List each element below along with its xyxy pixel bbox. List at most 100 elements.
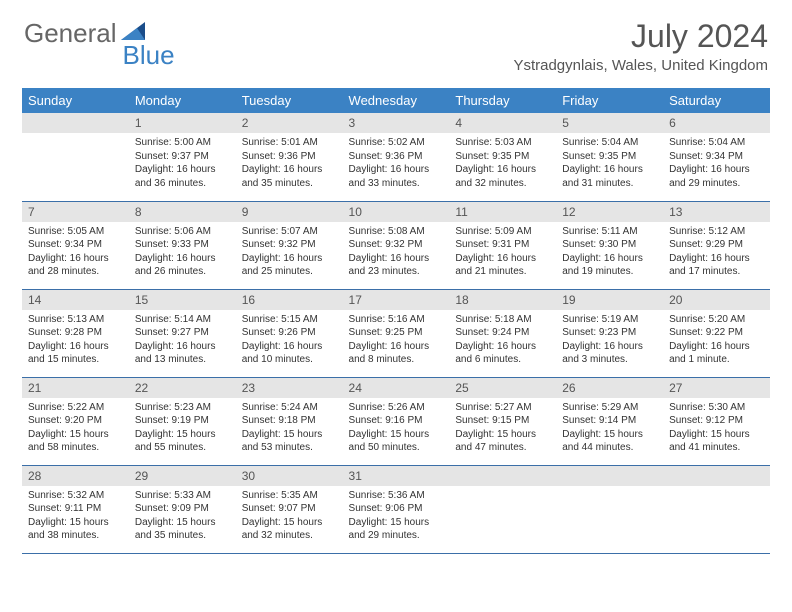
- day-number: 15: [129, 290, 236, 310]
- day-number: 1: [129, 113, 236, 133]
- calendar-row: 14Sunrise: 5:13 AMSunset: 9:28 PMDayligh…: [22, 289, 770, 377]
- day-details: Sunrise: 5:05 AMSunset: 9:34 PMDaylight:…: [22, 222, 129, 284]
- calendar-cell: 20Sunrise: 5:20 AMSunset: 9:22 PMDayligh…: [663, 289, 770, 377]
- day-number: [556, 466, 663, 486]
- calendar-cell: 21Sunrise: 5:22 AMSunset: 9:20 PMDayligh…: [22, 377, 129, 465]
- calendar-cell: [22, 113, 129, 201]
- day-details: Sunrise: 5:33 AMSunset: 9:09 PMDaylight:…: [129, 486, 236, 548]
- weekday-header: Monday: [129, 88, 236, 113]
- day-number: 8: [129, 202, 236, 222]
- day-number: 6: [663, 113, 770, 133]
- day-number: 22: [129, 378, 236, 398]
- calendar-cell: 29Sunrise: 5:33 AMSunset: 9:09 PMDayligh…: [129, 465, 236, 553]
- calendar-cell: 1Sunrise: 5:00 AMSunset: 9:37 PMDaylight…: [129, 113, 236, 201]
- day-details: Sunrise: 5:26 AMSunset: 9:16 PMDaylight:…: [343, 398, 450, 460]
- day-details: Sunrise: 5:00 AMSunset: 9:37 PMDaylight:…: [129, 133, 236, 195]
- calendar-cell: 22Sunrise: 5:23 AMSunset: 9:19 PMDayligh…: [129, 377, 236, 465]
- day-details: Sunrise: 5:19 AMSunset: 9:23 PMDaylight:…: [556, 310, 663, 372]
- day-number: 19: [556, 290, 663, 310]
- calendar-cell: 15Sunrise: 5:14 AMSunset: 9:27 PMDayligh…: [129, 289, 236, 377]
- calendar-cell: 31Sunrise: 5:36 AMSunset: 9:06 PMDayligh…: [343, 465, 450, 553]
- day-number: 2: [236, 113, 343, 133]
- calendar-row: 28Sunrise: 5:32 AMSunset: 9:11 PMDayligh…: [22, 465, 770, 553]
- day-details: Sunrise: 5:09 AMSunset: 9:31 PMDaylight:…: [449, 222, 556, 284]
- logo-text-blue: Blue: [123, 40, 175, 71]
- weekday-header: Friday: [556, 88, 663, 113]
- calendar-cell: 28Sunrise: 5:32 AMSunset: 9:11 PMDayligh…: [22, 465, 129, 553]
- logo-text-general: General: [24, 18, 117, 49]
- calendar-cell: 23Sunrise: 5:24 AMSunset: 9:18 PMDayligh…: [236, 377, 343, 465]
- weekday-header: Wednesday: [343, 88, 450, 113]
- calendar-cell: 10Sunrise: 5:08 AMSunset: 9:32 PMDayligh…: [343, 201, 450, 289]
- calendar-cell: 30Sunrise: 5:35 AMSunset: 9:07 PMDayligh…: [236, 465, 343, 553]
- day-details: Sunrise: 5:23 AMSunset: 9:19 PMDaylight:…: [129, 398, 236, 460]
- day-details: Sunrise: 5:04 AMSunset: 9:35 PMDaylight:…: [556, 133, 663, 195]
- day-details: Sunrise: 5:12 AMSunset: 9:29 PMDaylight:…: [663, 222, 770, 284]
- calendar-cell: 8Sunrise: 5:06 AMSunset: 9:33 PMDaylight…: [129, 201, 236, 289]
- calendar-cell: 13Sunrise: 5:12 AMSunset: 9:29 PMDayligh…: [663, 201, 770, 289]
- day-number: 30: [236, 466, 343, 486]
- day-details: Sunrise: 5:06 AMSunset: 9:33 PMDaylight:…: [129, 222, 236, 284]
- day-number: 25: [449, 378, 556, 398]
- weekday-header: Sunday: [22, 88, 129, 113]
- day-details: Sunrise: 5:36 AMSunset: 9:06 PMDaylight:…: [343, 486, 450, 548]
- day-number: 24: [343, 378, 450, 398]
- calendar-cell: 11Sunrise: 5:09 AMSunset: 9:31 PMDayligh…: [449, 201, 556, 289]
- calendar-cell: 9Sunrise: 5:07 AMSunset: 9:32 PMDaylight…: [236, 201, 343, 289]
- day-number: 29: [129, 466, 236, 486]
- day-number: [663, 466, 770, 486]
- day-details: Sunrise: 5:24 AMSunset: 9:18 PMDaylight:…: [236, 398, 343, 460]
- day-number: [22, 113, 129, 133]
- day-details: Sunrise: 5:13 AMSunset: 9:28 PMDaylight:…: [22, 310, 129, 372]
- weekday-header: Saturday: [663, 88, 770, 113]
- day-details: Sunrise: 5:04 AMSunset: 9:34 PMDaylight:…: [663, 133, 770, 195]
- day-details: Sunrise: 5:22 AMSunset: 9:20 PMDaylight:…: [22, 398, 129, 460]
- day-details: Sunrise: 5:15 AMSunset: 9:26 PMDaylight:…: [236, 310, 343, 372]
- calendar-cell: 3Sunrise: 5:02 AMSunset: 9:36 PMDaylight…: [343, 113, 450, 201]
- day-details: Sunrise: 5:07 AMSunset: 9:32 PMDaylight:…: [236, 222, 343, 284]
- calendar-cell: 19Sunrise: 5:19 AMSunset: 9:23 PMDayligh…: [556, 289, 663, 377]
- day-number: 17: [343, 290, 450, 310]
- day-details: Sunrise: 5:08 AMSunset: 9:32 PMDaylight:…: [343, 222, 450, 284]
- day-number: 9: [236, 202, 343, 222]
- calendar-cell: [449, 465, 556, 553]
- day-details: Sunrise: 5:11 AMSunset: 9:30 PMDaylight:…: [556, 222, 663, 284]
- calendar-cell: 14Sunrise: 5:13 AMSunset: 9:28 PMDayligh…: [22, 289, 129, 377]
- calendar-cell: 24Sunrise: 5:26 AMSunset: 9:16 PMDayligh…: [343, 377, 450, 465]
- day-number: 28: [22, 466, 129, 486]
- day-number: 23: [236, 378, 343, 398]
- weekday-header: Thursday: [449, 88, 556, 113]
- calendar-cell: [556, 465, 663, 553]
- day-number: 21: [22, 378, 129, 398]
- calendar-cell: 2Sunrise: 5:01 AMSunset: 9:36 PMDaylight…: [236, 113, 343, 201]
- calendar-cell: 17Sunrise: 5:16 AMSunset: 9:25 PMDayligh…: [343, 289, 450, 377]
- day-details: Sunrise: 5:32 AMSunset: 9:11 PMDaylight:…: [22, 486, 129, 548]
- day-details: [22, 133, 129, 141]
- day-number: 5: [556, 113, 663, 133]
- calendar-row: 21Sunrise: 5:22 AMSunset: 9:20 PMDayligh…: [22, 377, 770, 465]
- day-details: [556, 486, 663, 494]
- calendar-body: 1Sunrise: 5:00 AMSunset: 9:37 PMDaylight…: [22, 113, 770, 553]
- day-number: 10: [343, 202, 450, 222]
- day-details: Sunrise: 5:14 AMSunset: 9:27 PMDaylight:…: [129, 310, 236, 372]
- calendar-cell: 27Sunrise: 5:30 AMSunset: 9:12 PMDayligh…: [663, 377, 770, 465]
- calendar-cell: 26Sunrise: 5:29 AMSunset: 9:14 PMDayligh…: [556, 377, 663, 465]
- calendar-cell: 18Sunrise: 5:18 AMSunset: 9:24 PMDayligh…: [449, 289, 556, 377]
- day-number: 27: [663, 378, 770, 398]
- calendar-row: 7Sunrise: 5:05 AMSunset: 9:34 PMDaylight…: [22, 201, 770, 289]
- day-details: [449, 486, 556, 494]
- calendar-head: SundayMondayTuesdayWednesdayThursdayFrid…: [22, 88, 770, 113]
- logo: General Blue: [24, 18, 175, 71]
- day-number: 26: [556, 378, 663, 398]
- header: General Blue July 2024 Ystradgynlais, Wa…: [0, 0, 792, 82]
- calendar-cell: 5Sunrise: 5:04 AMSunset: 9:35 PMDaylight…: [556, 113, 663, 201]
- calendar-table: SundayMondayTuesdayWednesdayThursdayFrid…: [22, 88, 770, 554]
- calendar-cell: 4Sunrise: 5:03 AMSunset: 9:35 PMDaylight…: [449, 113, 556, 201]
- day-details: Sunrise: 5:29 AMSunset: 9:14 PMDaylight:…: [556, 398, 663, 460]
- day-number: 14: [22, 290, 129, 310]
- day-details: [663, 486, 770, 494]
- calendar-cell: 25Sunrise: 5:27 AMSunset: 9:15 PMDayligh…: [449, 377, 556, 465]
- day-details: Sunrise: 5:01 AMSunset: 9:36 PMDaylight:…: [236, 133, 343, 195]
- day-number: 20: [663, 290, 770, 310]
- day-details: Sunrise: 5:30 AMSunset: 9:12 PMDaylight:…: [663, 398, 770, 460]
